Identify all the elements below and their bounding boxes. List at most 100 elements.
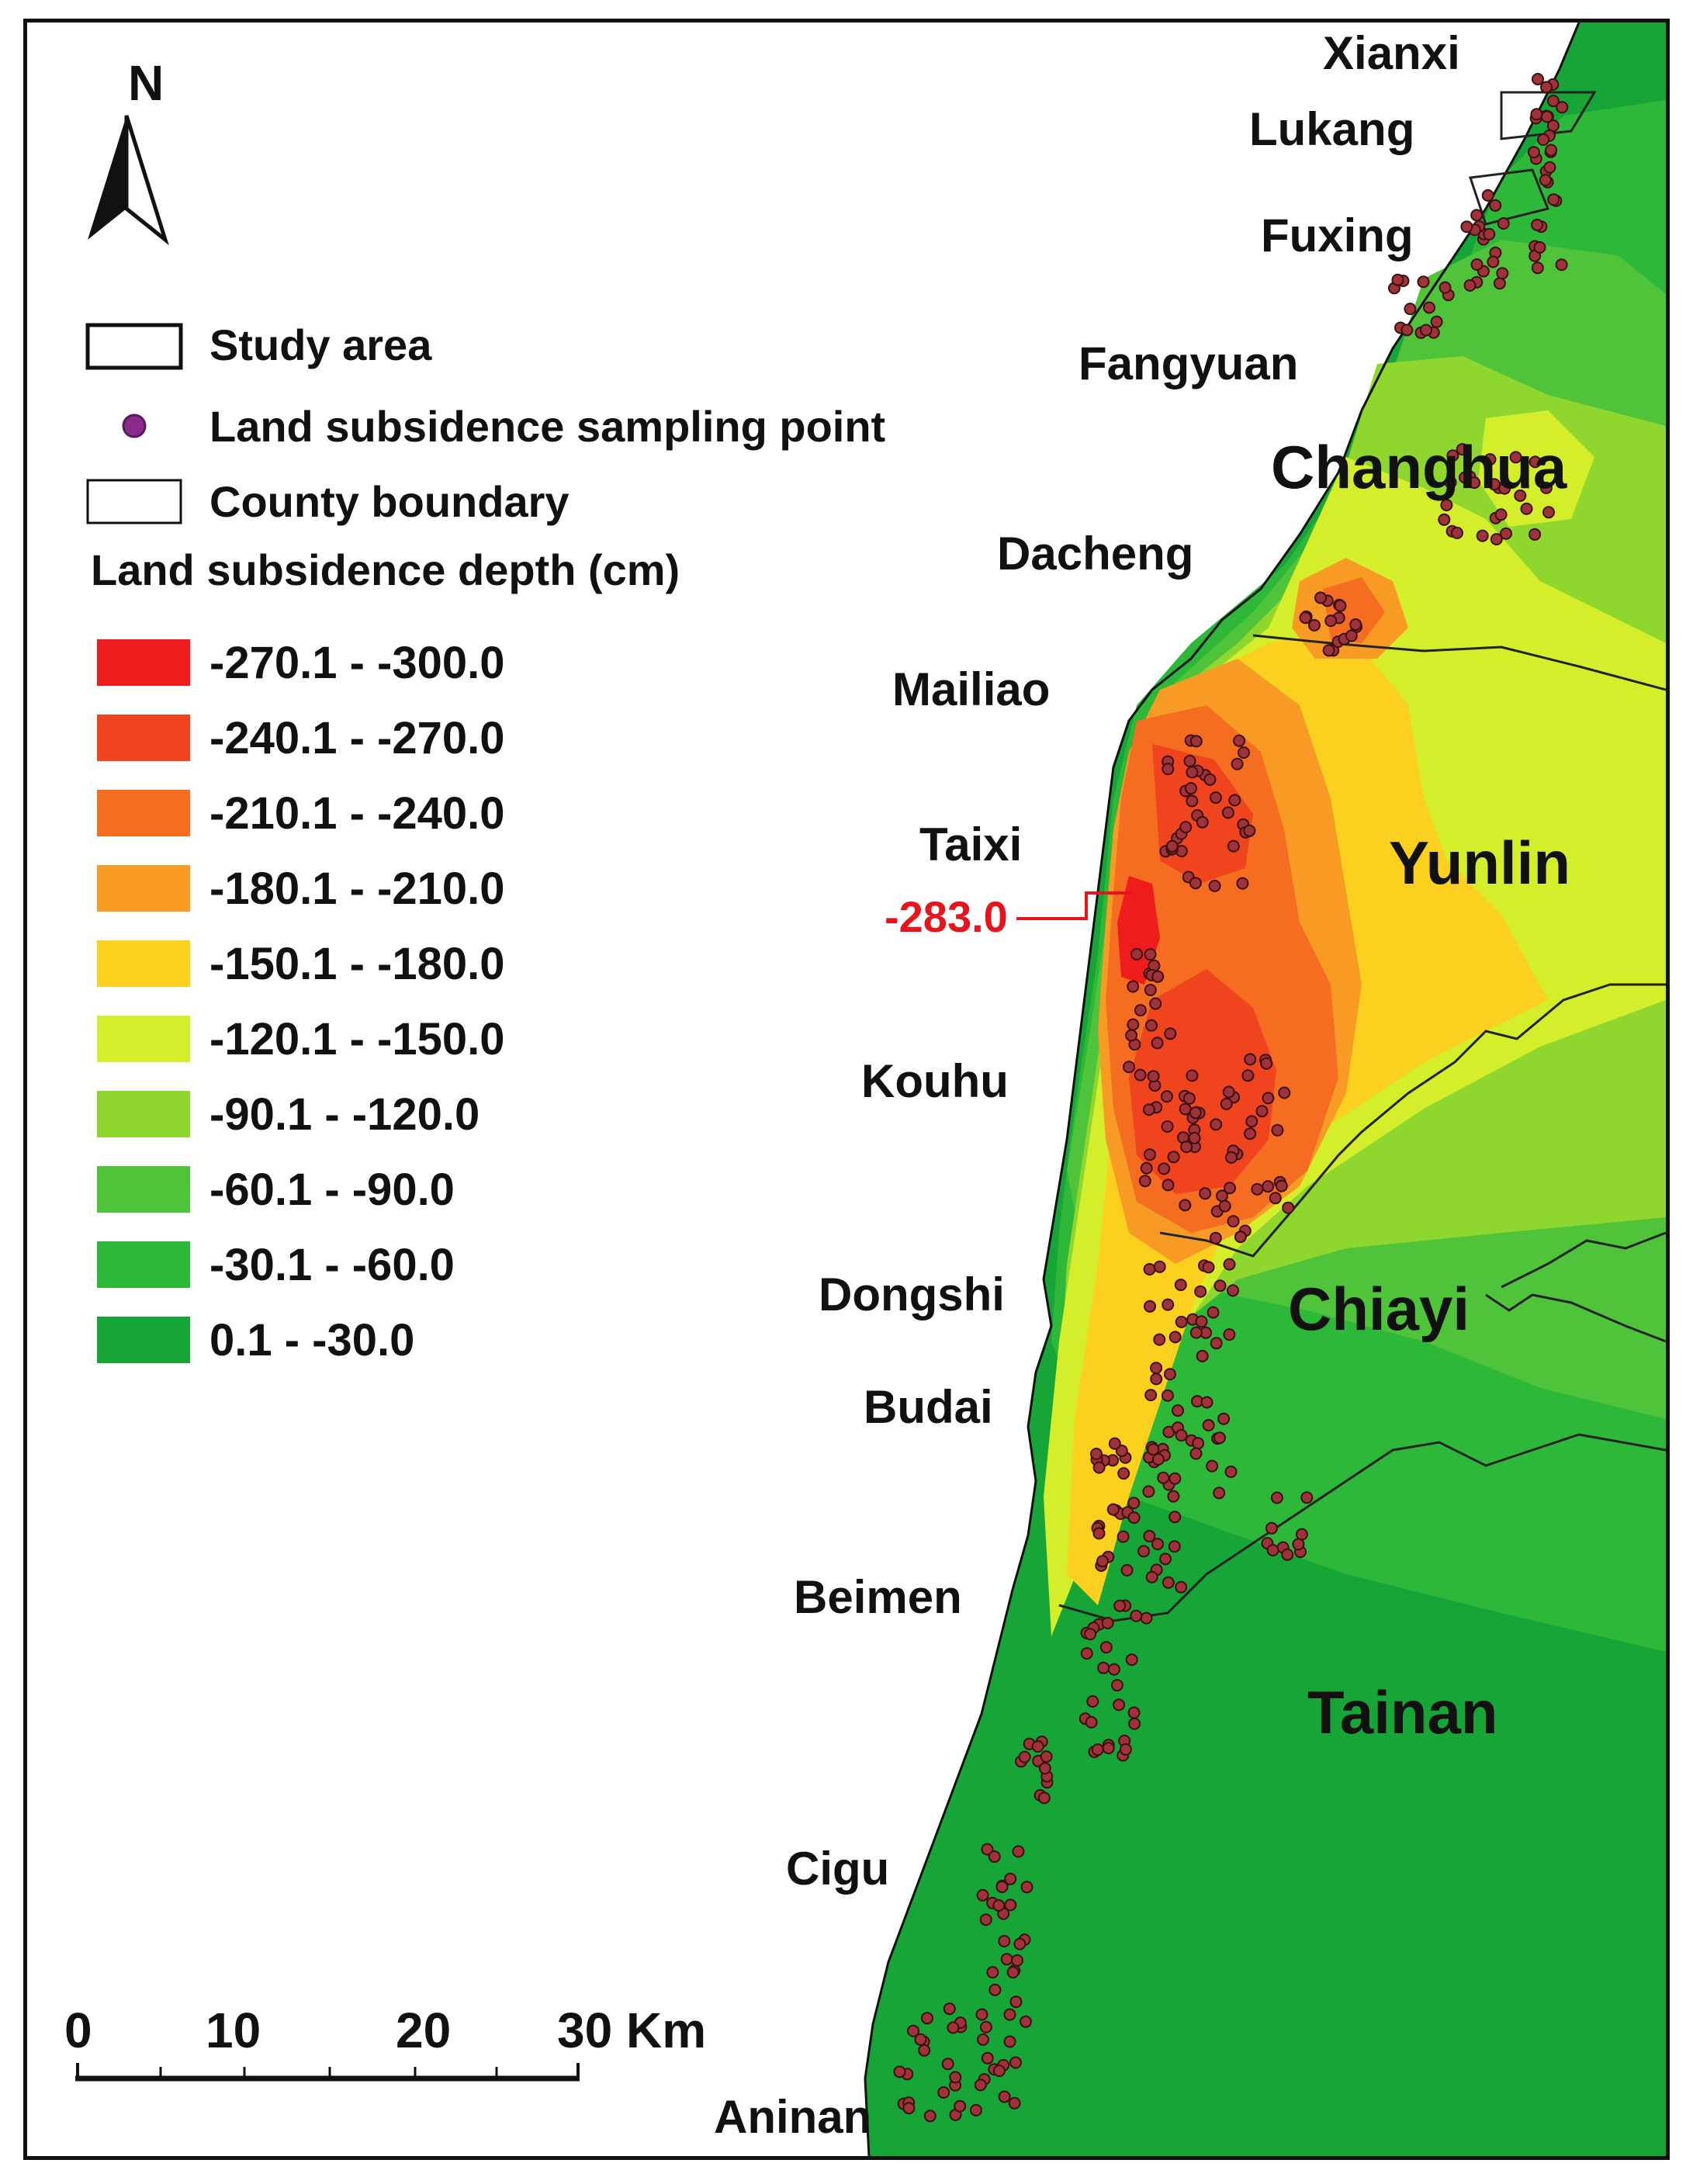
sampling-point: [1147, 1443, 1160, 1456]
sampling-point: [1213, 1431, 1226, 1445]
sampling-point: [1210, 1118, 1223, 1131]
sampling-point: [1183, 754, 1196, 767]
sampling-point: [1349, 618, 1362, 631]
sampling-point: [1167, 1151, 1180, 1164]
sampling-point: [1175, 1315, 1188, 1328]
sampling-point: [1529, 528, 1542, 541]
sampling-point: [1186, 794, 1199, 808]
max-annotation: -283.0: [885, 891, 1133, 941]
sampling-point: [907, 2024, 919, 2037]
sampling-point: [1430, 315, 1443, 328]
sampling-point: [1228, 794, 1241, 807]
sampling-point: [1481, 189, 1494, 202]
sampling-point: [1555, 258, 1568, 272]
sampling-point: [1008, 2096, 1021, 2110]
county-yunlin: Yunlin: [1389, 829, 1570, 897]
sampling-point: [998, 1935, 1011, 1947]
sampling-point: [1115, 1445, 1128, 1457]
sampling-point: [981, 2051, 994, 2065]
legend-class-label: -150.1 - -180.0: [209, 939, 504, 989]
sampling-point: [1195, 1315, 1208, 1328]
sampling-point: [1130, 1609, 1143, 1622]
sampling-point: [1265, 1521, 1278, 1535]
sampling-point: [1202, 1261, 1215, 1274]
sampling-point: [1090, 1448, 1103, 1460]
sampling-point: [1186, 1069, 1199, 1082]
sampling-point: [1509, 451, 1522, 464]
place-aninan: Aninan: [714, 2091, 871, 2143]
sampling-point: [1013, 1937, 1027, 1950]
sampling-point: [1527, 146, 1540, 159]
sampling-point: [1020, 2015, 1032, 2028]
sampling-point: [1539, 481, 1553, 494]
sampling-point: [1334, 599, 1347, 612]
outer-boundary-lukang: [1468, 168, 1550, 226]
sampling-point: [1213, 1279, 1227, 1293]
sampling-point: [1163, 1368, 1176, 1381]
sampling-point: [1185, 782, 1197, 795]
sampling-point: [1080, 1647, 1093, 1660]
scale-label-0: 0: [64, 2002, 92, 2058]
legend-class-swatch: [97, 1166, 190, 1213]
sampling-point: [1120, 1563, 1134, 1577]
sampling-point: [1400, 324, 1414, 337]
sampling-point: [1099, 1641, 1113, 1654]
sampling-point: [1439, 281, 1452, 294]
north-arrow-right: [124, 115, 169, 246]
sampling-point: [954, 2099, 967, 2113]
max-annotation-leader: [1016, 891, 1133, 920]
place-lukang: Lukang: [1249, 103, 1414, 155]
legend-class-swatch: [97, 1317, 190, 1363]
sampling-point: [1160, 1090, 1173, 1103]
sampling-point: [937, 2086, 950, 2099]
sampling-point: [1539, 174, 1552, 187]
sampling-point: [1140, 1161, 1153, 1175]
sampling-point: [1143, 1530, 1156, 1542]
sampling-point: [1203, 773, 1217, 786]
legend-class-swatch: [97, 1091, 190, 1137]
sampling-point: [1168, 1331, 1182, 1344]
legend-depth-title: Land subsidence depth (cm): [91, 545, 680, 594]
sampling-point: [921, 2012, 933, 2025]
sampling-point: [1149, 997, 1162, 1010]
sampling-point: [1520, 502, 1533, 515]
county-boundaries: [864, 22, 1666, 2156]
sampling-point: [1009, 1995, 1023, 2009]
legend-class-label: -30.1 - -60.0: [209, 1240, 455, 1290]
sampling-point: [1202, 1419, 1215, 1431]
sampling-point: [1223, 1328, 1236, 1341]
sampling-point: [1172, 1404, 1184, 1417]
place-fangyuan: Fangyuan: [1078, 337, 1298, 389]
sampling-point: [1487, 255, 1500, 268]
sampling-point: [1438, 513, 1451, 526]
sampling-point: [1113, 1698, 1126, 1712]
sampling-point: [1345, 629, 1358, 642]
map-frame: N Study area Land subsidence sampling po…: [23, 19, 1670, 2160]
sampling-point: [1092, 1527, 1106, 1540]
sampling-point: [1420, 324, 1432, 337]
sampling-point: [1127, 980, 1140, 993]
sampling-point: [1444, 476, 1457, 489]
sampling-point: [1227, 839, 1240, 853]
sampling-point: [1179, 821, 1193, 834]
sampling-point: [1233, 734, 1246, 747]
legend-sampling-point-label: Land subsidence sampling point: [209, 402, 885, 451]
place-taixi: Taixi: [919, 819, 1022, 870]
sampling-point: [1020, 1881, 1033, 1894]
sampling-point: [1175, 1429, 1188, 1442]
place-kouhu: Kouhu: [861, 1055, 1009, 1107]
sampling-point: [988, 1983, 1002, 1996]
sampling-point: [1009, 2056, 1022, 2069]
sampling-point: [1151, 970, 1165, 983]
sampling-point: [1168, 1511, 1182, 1524]
sampling-point: [1225, 1151, 1238, 1164]
sampling-point: [1144, 1148, 1156, 1161]
legend-class-swatch: [97, 715, 190, 761]
scale-bar: 0 10 20 30 Km: [64, 2002, 706, 2082]
legend-sampling-point-symbol: [122, 414, 147, 438]
sampling-point: [1556, 101, 1569, 114]
sampling-point: [1127, 1511, 1141, 1525]
sampling-point: [1300, 1491, 1314, 1504]
sampling-point: [1117, 1530, 1130, 1543]
sampling-point: [1530, 108, 1543, 121]
